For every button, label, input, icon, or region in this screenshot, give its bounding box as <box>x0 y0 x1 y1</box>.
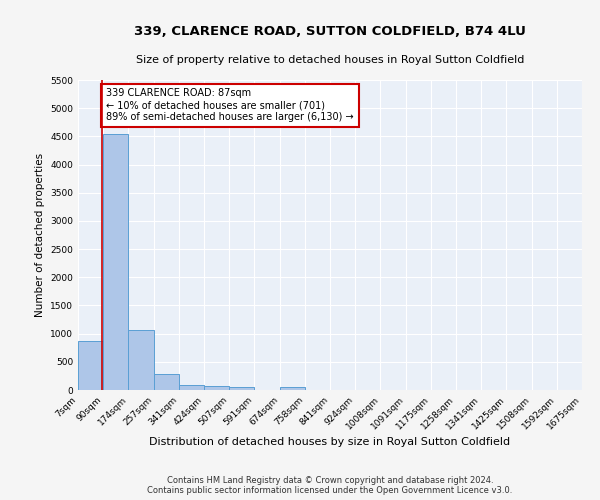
Bar <box>78 341 103 390</box>
Text: Contains HM Land Registry data © Crown copyright and database right 2024.
Contai: Contains HM Land Registry data © Crown c… <box>148 476 512 495</box>
Bar <box>103 134 128 390</box>
Bar <box>154 374 179 390</box>
Text: 339, CLARENCE ROAD, SUTTON COLDFIELD, B74 4LU: 339, CLARENCE ROAD, SUTTON COLDFIELD, B7… <box>134 25 526 38</box>
Y-axis label: Number of detached properties: Number of detached properties <box>35 153 44 317</box>
Bar <box>229 387 254 390</box>
Text: Size of property relative to detached houses in Royal Sutton Coldfield: Size of property relative to detached ho… <box>136 55 524 65</box>
X-axis label: Distribution of detached houses by size in Royal Sutton Coldfield: Distribution of detached houses by size … <box>149 436 511 446</box>
Bar <box>179 385 204 390</box>
Bar <box>128 330 154 390</box>
Bar <box>280 387 305 390</box>
Bar <box>204 386 229 390</box>
Text: 339 CLARENCE ROAD: 87sqm
← 10% of detached houses are smaller (701)
89% of semi-: 339 CLARENCE ROAD: 87sqm ← 10% of detach… <box>106 88 354 122</box>
